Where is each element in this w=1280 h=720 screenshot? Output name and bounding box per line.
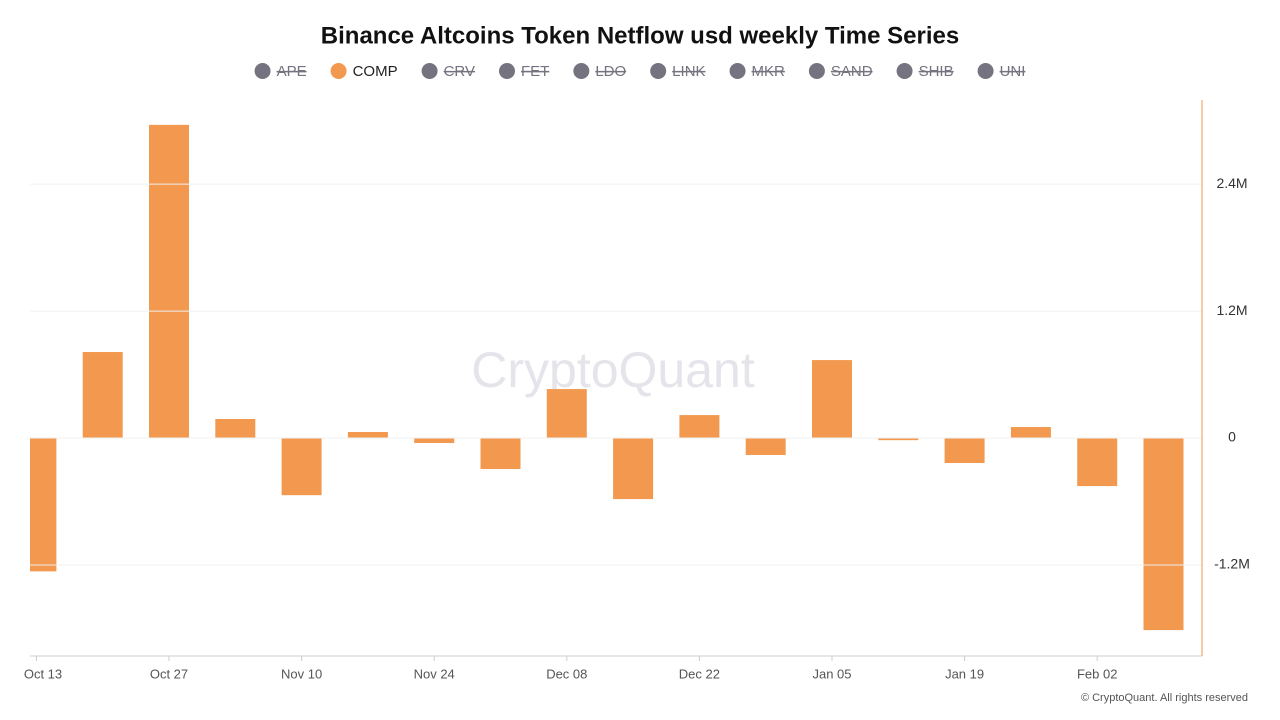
bar bbox=[215, 418, 256, 439]
y-tick-label: -1.2M bbox=[1214, 556, 1250, 572]
chart-title: Binance Altcoins Token Netflow usd weekl… bbox=[321, 22, 959, 49]
legend-label: UNI bbox=[1000, 63, 1026, 80]
bar bbox=[82, 352, 123, 439]
y-tick-label: 2.4M bbox=[1216, 175, 1247, 191]
x-tick-label: Dec 08 bbox=[546, 666, 587, 681]
legend-swatch bbox=[729, 63, 746, 79]
legend-swatch bbox=[808, 63, 825, 79]
bar bbox=[480, 438, 521, 470]
legend-label: FET bbox=[521, 63, 549, 80]
legend-label: CRV bbox=[444, 63, 475, 80]
legend-swatch bbox=[498, 63, 515, 79]
legend-item[interactable]: UNI bbox=[977, 63, 1026, 80]
bar bbox=[745, 438, 786, 455]
legend-item[interactable]: MKR bbox=[729, 63, 786, 80]
bar bbox=[812, 360, 852, 439]
legend-swatch bbox=[254, 63, 271, 79]
bar bbox=[281, 438, 322, 496]
legend-label: SAND bbox=[831, 63, 873, 80]
legend-label: APE bbox=[277, 63, 307, 80]
x-tick-label: Nov 24 bbox=[414, 666, 455, 681]
legend-item[interactable]: CRV bbox=[421, 63, 475, 80]
legend-label: COMP bbox=[353, 63, 398, 80]
legend-swatch bbox=[421, 63, 438, 79]
bar bbox=[878, 438, 919, 441]
legend-label: MKR bbox=[752, 63, 786, 80]
x-tick-label: Oct 13 bbox=[24, 666, 62, 681]
bar bbox=[1143, 438, 1184, 631]
x-tick-label: Nov 10 bbox=[281, 666, 322, 681]
y-tick-label: 1.2M bbox=[1216, 302, 1247, 318]
legend: APE COMP CRV FET LDO LINK MKR SAND SHIB UNI bbox=[254, 63, 1026, 80]
legend-label: SHIB bbox=[919, 63, 954, 80]
bar bbox=[1077, 438, 1118, 487]
bar bbox=[347, 432, 388, 439]
x-tick-label: Dec 22 bbox=[679, 666, 720, 681]
plot bbox=[30, 124, 1184, 631]
legend-swatch bbox=[330, 63, 347, 79]
x-tick-label: Jan 19 bbox=[945, 666, 984, 681]
footer: © CryptoQuant. All rights reserved bbox=[1081, 692, 1248, 704]
legend-label: LINK bbox=[672, 63, 705, 80]
watermark: CryptoQuant bbox=[471, 342, 755, 398]
legend-item[interactable]: FET bbox=[498, 63, 549, 80]
legend-item[interactable]: COMP bbox=[330, 63, 398, 80]
bar bbox=[613, 438, 654, 500]
bar bbox=[679, 415, 720, 439]
legend-label: LDO bbox=[595, 63, 626, 80]
x-tick-label: Jan 05 bbox=[812, 666, 851, 681]
bar bbox=[30, 438, 57, 572]
legend-item[interactable]: APE bbox=[254, 63, 307, 80]
bar bbox=[1010, 427, 1051, 439]
legend-swatch bbox=[977, 63, 994, 79]
bar bbox=[414, 438, 455, 444]
legend-item[interactable]: LDO bbox=[573, 63, 626, 80]
legend-item[interactable]: SHIB bbox=[896, 63, 954, 80]
y-tick-label: 0 bbox=[1228, 429, 1236, 445]
bar bbox=[546, 389, 587, 439]
legend-swatch bbox=[573, 63, 590, 79]
legend-swatch bbox=[896, 63, 913, 79]
bar bbox=[149, 124, 189, 439]
legend-swatch bbox=[650, 63, 667, 79]
bar bbox=[944, 438, 985, 464]
legend-item[interactable]: SAND bbox=[808, 63, 873, 80]
x-tick-label: Oct 27 bbox=[150, 666, 188, 681]
legend-item[interactable]: LINK bbox=[650, 63, 706, 80]
x-tick-label: Feb 02 bbox=[1077, 666, 1117, 681]
